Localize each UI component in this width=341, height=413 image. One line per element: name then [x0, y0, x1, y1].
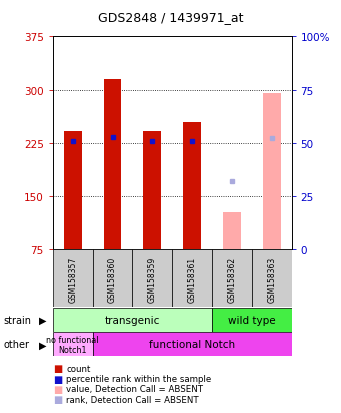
- Bar: [263, 94, 281, 250]
- Text: GDS2848 / 1439971_at: GDS2848 / 1439971_at: [98, 11, 243, 24]
- Text: ▶: ▶: [39, 316, 46, 325]
- Bar: [223, 212, 241, 250]
- Text: rank, Detection Call = ABSENT: rank, Detection Call = ABSENT: [66, 395, 199, 404]
- Text: ■: ■: [53, 394, 62, 404]
- Bar: [93, 332, 292, 356]
- Text: GSM158359: GSM158359: [148, 256, 157, 302]
- Text: wild type: wild type: [228, 316, 276, 325]
- Text: ■: ■: [53, 374, 62, 384]
- Text: GSM158360: GSM158360: [108, 256, 117, 302]
- Bar: [53, 332, 93, 356]
- Text: percentile rank within the sample: percentile rank within the sample: [66, 374, 212, 383]
- Text: GSM158362: GSM158362: [227, 256, 236, 302]
- Bar: [172, 250, 212, 308]
- Text: strain: strain: [3, 316, 31, 325]
- Bar: [252, 250, 292, 308]
- Text: count: count: [66, 364, 91, 373]
- Text: value, Detection Call = ABSENT: value, Detection Call = ABSENT: [66, 385, 204, 394]
- Text: transgenic: transgenic: [105, 316, 160, 325]
- Text: functional Notch: functional Notch: [149, 339, 235, 349]
- Bar: [93, 250, 132, 308]
- Bar: [53, 250, 93, 308]
- Text: GSM158361: GSM158361: [188, 256, 197, 302]
- Bar: [104, 80, 121, 250]
- Text: GSM158357: GSM158357: [68, 256, 77, 302]
- Bar: [132, 250, 172, 308]
- Text: ■: ■: [53, 363, 62, 373]
- Text: ■: ■: [53, 384, 62, 394]
- Text: other: other: [3, 339, 29, 349]
- Text: ▶: ▶: [39, 339, 46, 349]
- Text: no functional
Notch1: no functional Notch1: [46, 335, 99, 354]
- Bar: [183, 123, 201, 250]
- Text: GSM158363: GSM158363: [267, 256, 276, 302]
- Bar: [212, 309, 292, 332]
- Bar: [53, 309, 212, 332]
- Bar: [212, 250, 252, 308]
- Bar: [64, 131, 82, 250]
- Bar: [143, 131, 161, 250]
